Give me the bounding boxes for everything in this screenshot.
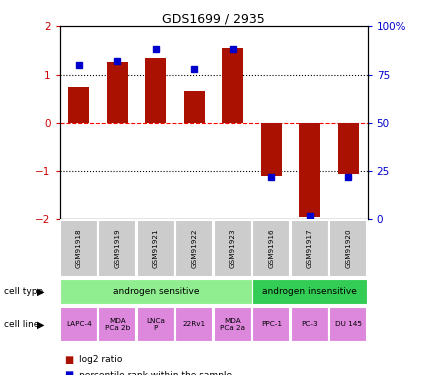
Bar xyxy=(68,87,89,123)
Text: ■: ■ xyxy=(64,370,73,375)
Text: PPC-1: PPC-1 xyxy=(261,321,282,327)
Bar xyxy=(338,123,359,174)
Text: 22Rv1: 22Rv1 xyxy=(183,321,206,327)
Text: androgen sensitive: androgen sensitive xyxy=(113,287,199,296)
Text: GSM91916: GSM91916 xyxy=(268,229,274,268)
Text: GSM91923: GSM91923 xyxy=(230,229,236,268)
Bar xyxy=(299,123,320,217)
FancyBboxPatch shape xyxy=(291,307,329,342)
Text: DU 145: DU 145 xyxy=(335,321,362,327)
FancyBboxPatch shape xyxy=(60,307,98,342)
Text: log2 ratio: log2 ratio xyxy=(79,356,122,364)
FancyBboxPatch shape xyxy=(214,307,252,342)
Text: androgen insensitive: androgen insensitive xyxy=(262,287,357,296)
Text: GSM91919: GSM91919 xyxy=(114,229,120,268)
Text: GSM91920: GSM91920 xyxy=(346,229,351,268)
Bar xyxy=(184,92,205,123)
FancyBboxPatch shape xyxy=(176,307,213,342)
Text: cell line: cell line xyxy=(4,320,40,329)
FancyBboxPatch shape xyxy=(137,220,175,277)
Text: LNCa
P: LNCa P xyxy=(146,318,165,331)
Text: GSM91917: GSM91917 xyxy=(307,229,313,268)
Text: LAPC-4: LAPC-4 xyxy=(66,321,92,327)
FancyBboxPatch shape xyxy=(329,307,367,342)
Title: GDS1699 / 2935: GDS1699 / 2935 xyxy=(162,12,265,25)
Bar xyxy=(107,63,128,123)
FancyBboxPatch shape xyxy=(252,279,367,304)
FancyBboxPatch shape xyxy=(291,220,329,277)
Text: GSM91922: GSM91922 xyxy=(191,229,197,268)
Text: ▶: ▶ xyxy=(37,286,44,297)
FancyBboxPatch shape xyxy=(252,220,290,277)
Text: percentile rank within the sample: percentile rank within the sample xyxy=(79,370,232,375)
FancyBboxPatch shape xyxy=(252,307,290,342)
FancyBboxPatch shape xyxy=(60,220,98,277)
FancyBboxPatch shape xyxy=(214,220,252,277)
Text: GSM91921: GSM91921 xyxy=(153,229,159,268)
Bar xyxy=(222,48,244,123)
Text: GSM91918: GSM91918 xyxy=(76,229,82,268)
Text: PC-3: PC-3 xyxy=(302,321,318,327)
Text: MDA
PCa 2b: MDA PCa 2b xyxy=(105,318,130,331)
Text: ■: ■ xyxy=(64,355,73,365)
Text: MDA
PCa 2a: MDA PCa 2a xyxy=(220,318,245,331)
Bar xyxy=(261,123,282,176)
FancyBboxPatch shape xyxy=(176,220,213,277)
Bar xyxy=(145,58,166,123)
Text: ▶: ▶ xyxy=(37,320,44,329)
FancyBboxPatch shape xyxy=(60,279,252,304)
Text: cell type: cell type xyxy=(4,287,43,296)
FancyBboxPatch shape xyxy=(137,307,175,342)
FancyBboxPatch shape xyxy=(329,220,367,277)
FancyBboxPatch shape xyxy=(99,220,136,277)
FancyBboxPatch shape xyxy=(99,307,136,342)
